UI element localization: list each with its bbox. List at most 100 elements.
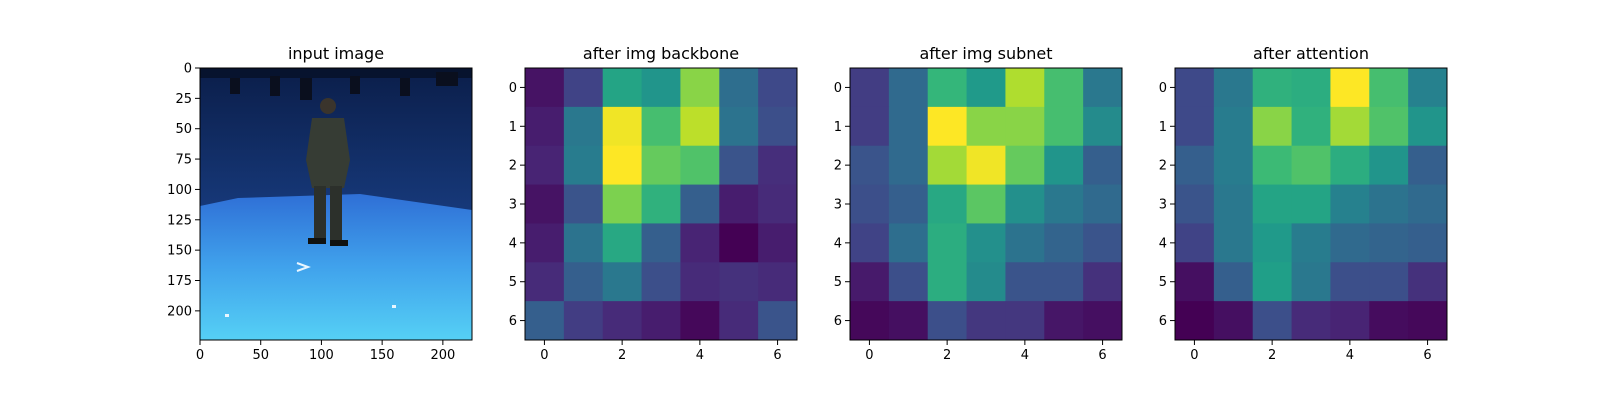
y-tick-label: 6	[834, 314, 842, 329]
x-ticks: 0 50 100 150 200	[196, 340, 455, 363]
heatmap-cell	[758, 106, 798, 147]
heatmap-cell	[563, 223, 604, 263]
heatmap-cell	[1369, 145, 1409, 186]
y-tick-label: 2	[1159, 159, 1167, 174]
heatmap-cell	[1291, 223, 1331, 263]
y-tick-label: 1	[834, 120, 842, 135]
x-tick-label: 2	[618, 348, 626, 363]
y-tick-label: 1	[509, 120, 517, 135]
heatmap-cell	[602, 223, 643, 263]
x-ticks: 0 2 4 6	[1190, 340, 1432, 363]
heatmap-cell	[563, 145, 604, 186]
panel-subnet: after img subnet 0 2 4 6 0 1 2 3 4 5 6	[834, 44, 1123, 363]
heatmap-cell	[1408, 184, 1448, 224]
photo-floor-mark	[296, 262, 311, 272]
y-tick-label: 4	[509, 236, 517, 251]
x-tick-label: 0	[1190, 348, 1198, 363]
heatmap-cell	[888, 68, 929, 108]
heatmap-cell	[1252, 68, 1293, 108]
heatmap-cell	[966, 68, 1006, 108]
heatmap-cell	[525, 145, 565, 186]
heatmap-cell	[1005, 68, 1045, 108]
heatmap-cell	[1083, 262, 1123, 302]
heatmap-cell	[1005, 262, 1045, 302]
y-ticks: 0 1 2 3 4 5 6	[1159, 81, 1175, 329]
y-tick-label: 4	[834, 236, 842, 251]
heatmap-cell	[1369, 301, 1409, 341]
heatmap-cell	[966, 184, 1006, 224]
heatmap-cell	[1213, 223, 1254, 263]
heatmap-cell	[641, 68, 681, 108]
heatmap-cell	[966, 145, 1006, 186]
heatmap-cell	[1252, 301, 1293, 341]
heatmap-cell	[927, 262, 968, 302]
heatmap-cell	[563, 301, 604, 341]
heatmap-cell	[758, 262, 798, 302]
heatmap-cell	[1044, 262, 1084, 302]
heatmap-cell	[563, 106, 604, 147]
heatmap-cell	[1005, 184, 1045, 224]
heatmap-cells	[850, 68, 1123, 341]
heatmap-cell	[1408, 262, 1448, 302]
heatmap-cell	[641, 262, 681, 302]
heatmap-cell	[719, 223, 759, 263]
x-tick-label: 4	[1346, 348, 1354, 363]
heatmap-cell	[1291, 184, 1331, 224]
heatmap-cell	[563, 184, 604, 224]
x-tick-label: 200	[430, 348, 455, 363]
heatmap-cell	[1175, 262, 1215, 302]
y-tick-label: 3	[509, 198, 517, 213]
heatmap-cell	[1408, 301, 1448, 341]
x-tick-label: 0	[865, 348, 873, 363]
x-tick-label: 4	[696, 348, 704, 363]
x-tick-label: 6	[1423, 348, 1431, 363]
heatmap-cell	[1044, 301, 1084, 341]
heatmap-cell	[1044, 106, 1084, 147]
y-tick-label: 50	[175, 122, 192, 137]
y-tick-label: 3	[834, 198, 842, 213]
heatmap-cell	[680, 262, 720, 302]
heatmap-cell	[602, 145, 643, 186]
heatmap-cell	[641, 184, 681, 224]
heatmap-cell	[888, 223, 929, 263]
heatmap-cell	[927, 145, 968, 186]
heatmap-cell	[927, 68, 968, 108]
y-tick-label: 0	[509, 81, 517, 96]
x-tick-label: 0	[196, 348, 204, 363]
heatmap-cell	[1213, 106, 1254, 147]
heatmap-cell	[641, 223, 681, 263]
heatmap-cell	[525, 184, 565, 224]
y-ticks: 0 1 2 3 4 5 6	[509, 81, 525, 329]
heatmap-cell	[1083, 184, 1123, 224]
heatmap-cell	[1330, 68, 1370, 108]
heatmap-cell	[1044, 184, 1084, 224]
x-tick-label: 6	[773, 348, 781, 363]
y-tick-label: 2	[509, 159, 517, 174]
y-tick-label: 2	[834, 159, 842, 174]
heatmap-cell	[1175, 68, 1215, 108]
heatmap-cell	[602, 262, 643, 302]
y-tick-label: 3	[1159, 198, 1167, 213]
heatmap-cell	[1252, 262, 1293, 302]
heatmap-cell	[525, 223, 565, 263]
heatmap-cell	[1252, 145, 1293, 186]
heatmap-cell	[602, 106, 643, 147]
heatmap-cell	[1083, 106, 1123, 147]
photo-ceiling-lights	[230, 72, 458, 100]
heatmap-cell	[1005, 145, 1045, 186]
heatmap-cell	[525, 106, 565, 147]
x-tick-label: 6	[1098, 348, 1106, 363]
heatmap-cell	[1330, 145, 1370, 186]
heatmap-cell	[1369, 106, 1409, 147]
y-ticks: 0 25 50 75 100 125 150 175 200	[167, 62, 200, 319]
y-tick-label: 5	[1159, 275, 1167, 290]
panel-title: after img backbone	[583, 44, 739, 63]
heatmap-cell	[888, 106, 929, 147]
photo-floor	[200, 194, 472, 340]
photo	[200, 68, 472, 340]
heatmap-cell	[641, 301, 681, 341]
x-tick-label: 50	[252, 348, 269, 363]
heatmap-cell	[927, 223, 968, 263]
heatmap-cell	[888, 145, 929, 186]
y-tick-label: 25	[175, 92, 192, 107]
